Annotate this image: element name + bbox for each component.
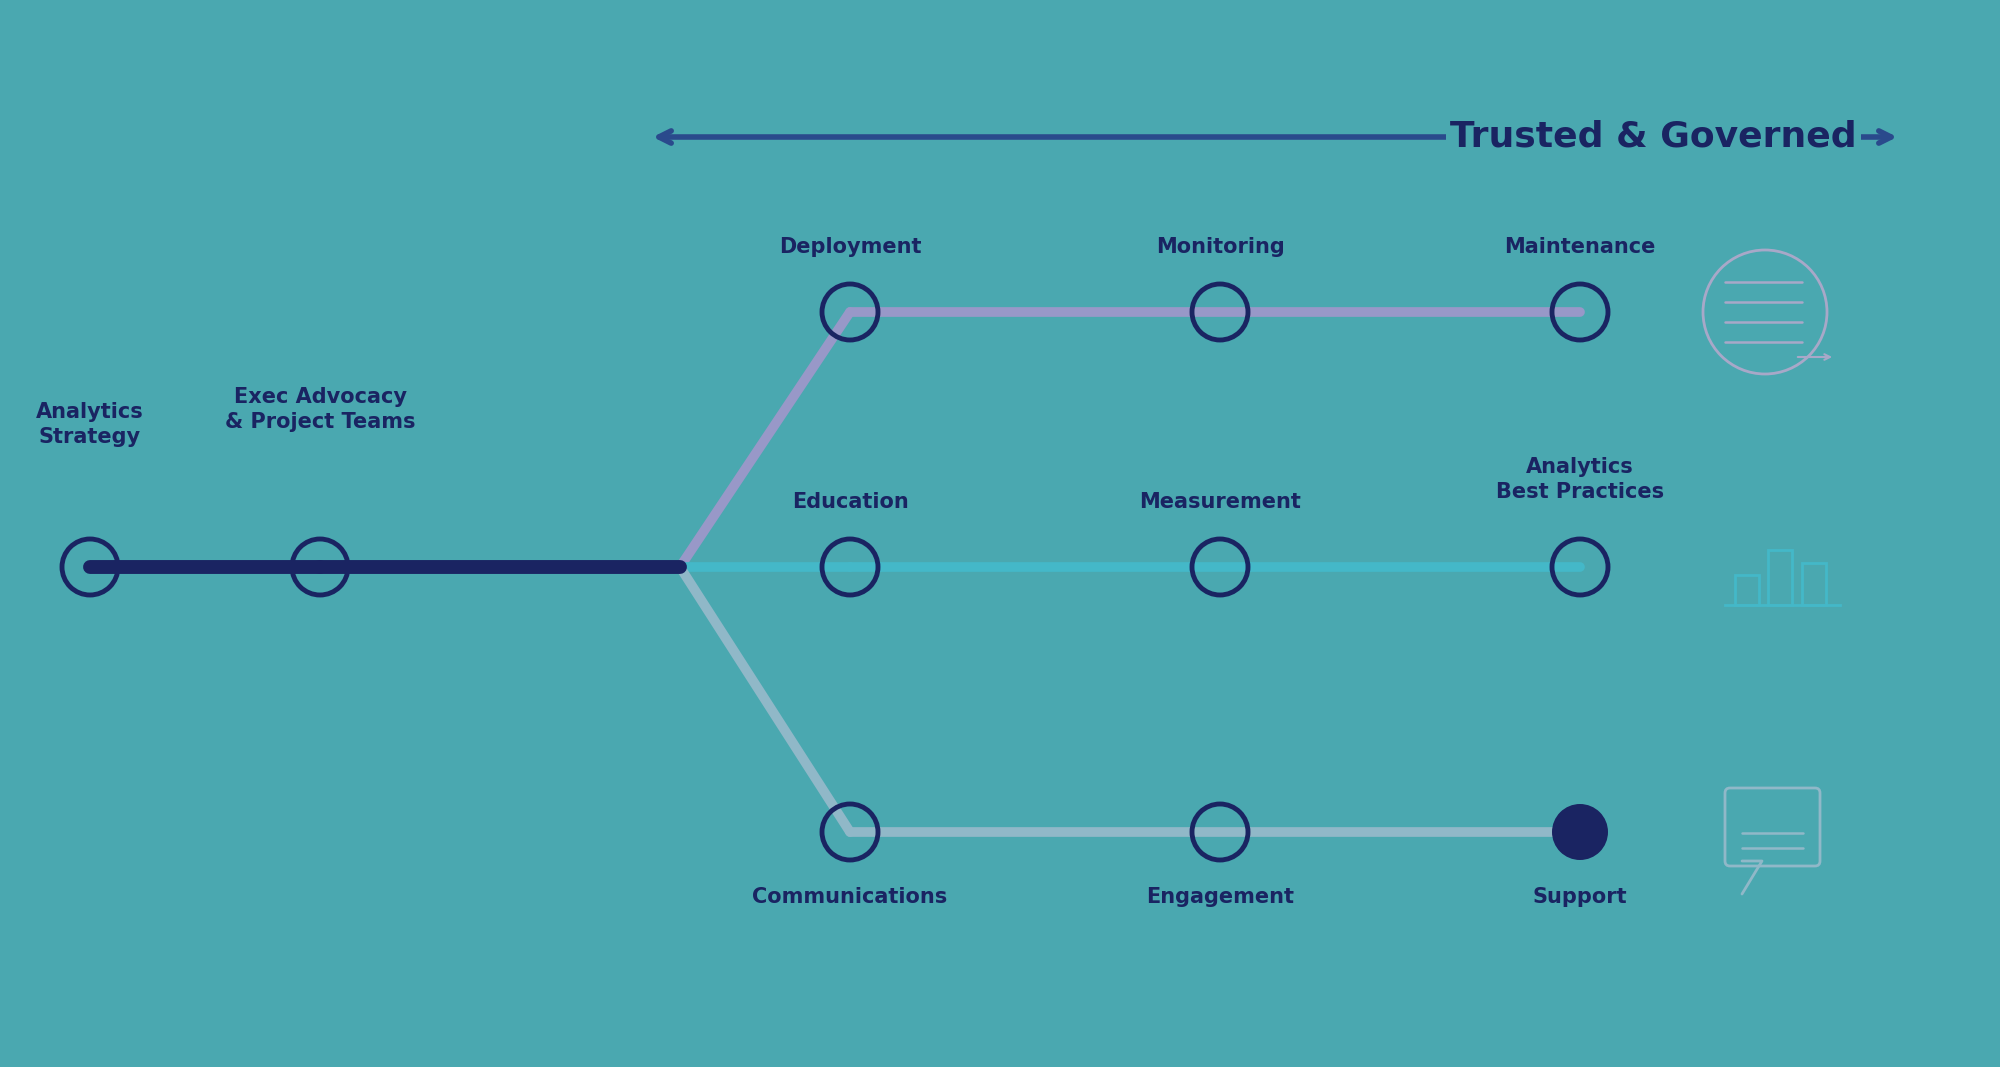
Text: Analytics
Strategy: Analytics Strategy [36,402,144,447]
Text: Communications: Communications [752,887,948,907]
Text: Engagement: Engagement [1146,887,1294,907]
Text: Analytics
Best Practices: Analytics Best Practices [1496,457,1664,501]
Text: Measurement: Measurement [1140,492,1300,512]
Text: Deployment: Deployment [778,237,922,257]
Text: Education: Education [792,492,908,512]
Bar [1736,575,1760,605]
Text: Monitoring: Monitoring [1156,237,1284,257]
Bar [1768,550,1792,605]
Text: Trusted & Governed: Trusted & Governed [1450,120,1856,154]
Text: Maintenance: Maintenance [1504,237,1656,257]
Bar [1802,563,1826,605]
Circle shape [1552,805,1608,860]
Text: Exec Advocacy
& Project Teams: Exec Advocacy & Project Teams [224,387,416,432]
Text: Support: Support [1532,887,1628,907]
